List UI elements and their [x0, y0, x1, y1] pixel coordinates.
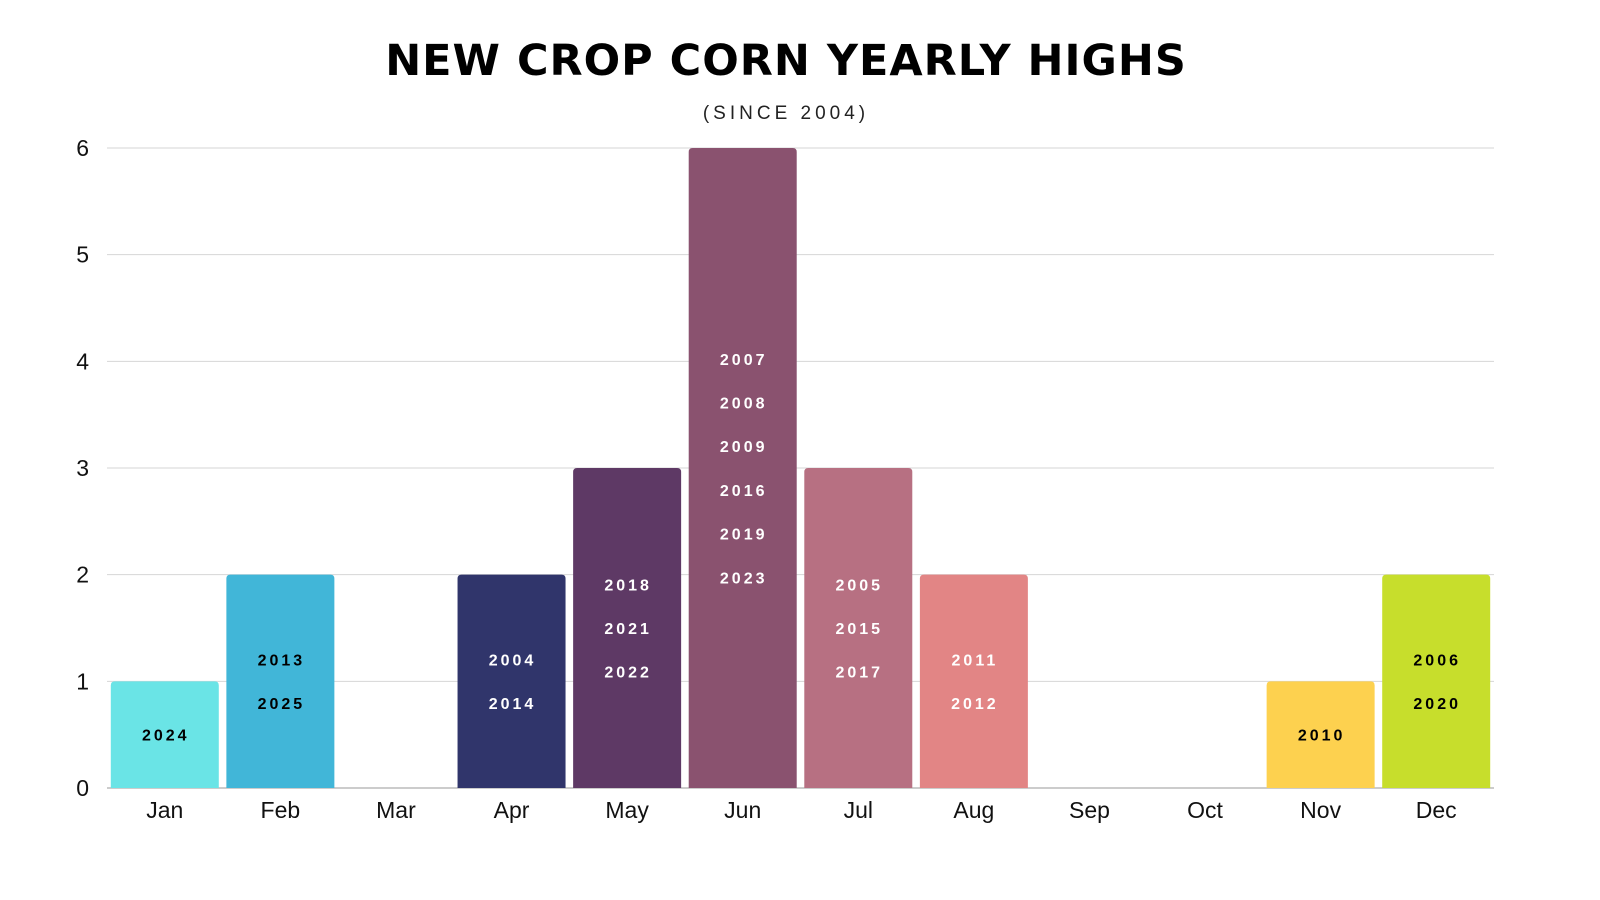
bar-aug — [919, 574, 1028, 788]
bar-year-label: 2018 — [604, 577, 652, 594]
x-tick-label: Jan — [146, 797, 183, 823]
x-tick-label: Aug — [953, 797, 994, 823]
y-tick-label: 1 — [76, 668, 89, 694]
x-tick-label: Dec — [1416, 797, 1457, 823]
bar-year-label: 2006 — [1413, 652, 1461, 669]
bar-year-label: 2019 — [720, 527, 768, 544]
bar-feb — [226, 574, 335, 788]
x-axis-labels: Jan Feb Mar Apr May Jun Jul Aug Sep Oct Nov Dec — [146, 797, 1456, 823]
bar-year-label: 2005 — [835, 577, 883, 594]
y-tick-label: 5 — [76, 242, 89, 268]
y-axis-ticks: 0 1 2 3 4 5 6 — [76, 135, 89, 801]
bar-year-label: 2010 — [1298, 728, 1346, 745]
bar-year-label: 2020 — [1413, 696, 1461, 713]
bar-year-label: 2014 — [489, 696, 537, 713]
chart-subtitle: (SINCE 2004) — [702, 103, 870, 124]
bar-may — [573, 468, 682, 788]
bar-year-label: 2008 — [720, 395, 768, 412]
x-tick-label: Apr — [494, 797, 530, 823]
bar-year-label: 2016 — [720, 483, 768, 500]
bar-dec — [1382, 574, 1491, 788]
gridlines — [107, 147, 1494, 789]
x-tick-label: Feb — [261, 797, 301, 823]
bar-year-label: 2009 — [720, 439, 768, 456]
bar-year-label: 2015 — [835, 621, 883, 638]
chart-title: NEW CROP CORN YEARLY HIGHS — [385, 36, 1187, 86]
y-tick-label: 0 — [76, 775, 89, 801]
bar-nov — [1266, 681, 1375, 788]
x-tick-label: Jul — [844, 797, 873, 823]
bar-year-label: 2013 — [258, 652, 306, 669]
x-tick-label: Nov — [1300, 797, 1341, 823]
bar-year-label: 2011 — [952, 652, 999, 669]
bar-year-label: 2007 — [720, 352, 768, 369]
bar-apr — [457, 574, 566, 788]
bar-year-label: 2017 — [835, 665, 883, 682]
bars: 2024 2013 2025 2004 2014 2018 2021 2022 2007 2008… — [110, 148, 1491, 788]
x-tick-label: Sep — [1069, 797, 1110, 823]
bar-year-label: 2024 — [142, 728, 190, 745]
bar-year-label: 2021 — [604, 621, 652, 638]
bar-year-label: 2023 — [720, 570, 768, 587]
bar-jun — [688, 148, 797, 788]
y-tick-label: 3 — [76, 455, 89, 481]
x-tick-label: Mar — [376, 797, 416, 823]
bar-year-label: 2025 — [258, 696, 306, 713]
y-tick-label: 2 — [76, 562, 89, 588]
x-tick-label: Jun — [724, 797, 761, 823]
bar-year-label: 2022 — [604, 665, 652, 682]
y-tick-label: 6 — [76, 135, 89, 161]
bar-year-label: 2012 — [951, 696, 999, 713]
bar-jan — [110, 681, 219, 788]
x-tick-label: May — [605, 797, 649, 823]
bar-jul — [804, 468, 913, 788]
bar-year-label: 2004 — [489, 652, 537, 669]
x-tick-label: Oct — [1187, 797, 1223, 823]
y-tick-label: 4 — [76, 348, 89, 374]
